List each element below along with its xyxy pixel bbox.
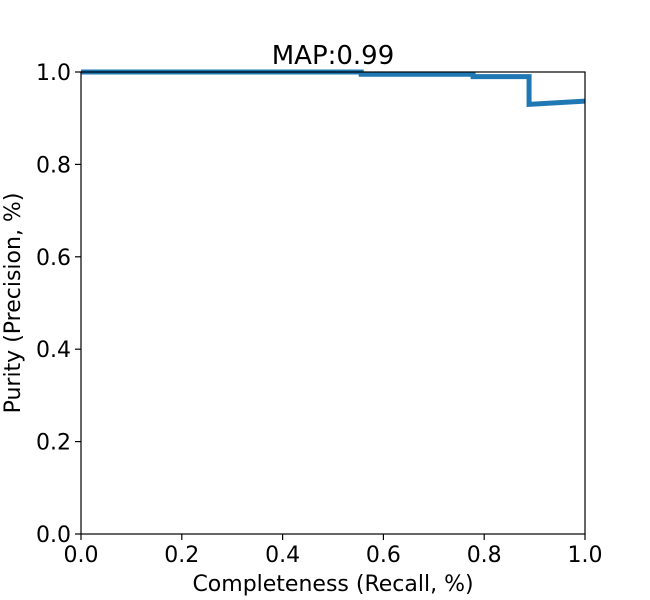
y-axis-ticks: 0.0 0.2 0.4 0.6 0.8 1.0 (36, 61, 81, 548)
series-group (81, 69, 585, 107)
x-tick-label: 0.0 (64, 543, 99, 568)
x-axis-label: Completeness (Recall, %) (192, 572, 473, 597)
chart-title: MAP:0.99 (272, 41, 395, 71)
x-tick-label: 0.8 (467, 543, 502, 568)
x-tick-label: 0.2 (164, 543, 199, 568)
plot-area (80, 69, 586, 535)
y-tick-label: 0.8 (36, 153, 71, 178)
y-tick-label: 0.0 (36, 523, 71, 548)
plot-frame (80, 71, 586, 535)
x-tick-label: 0.4 (265, 543, 300, 568)
x-axis-ticks: 0.0 0.2 0.4 0.6 0.8 1.0 (64, 534, 603, 568)
y-tick-label: 0.2 (36, 431, 71, 456)
pr-curve-line-0 (81, 69, 585, 107)
y-tick-label: 1.0 (36, 61, 71, 86)
y-axis-label: Purity (Precision, %) (1, 193, 26, 414)
x-tick-label: 0.6 (366, 543, 401, 568)
y-tick-label: 0.6 (36, 246, 71, 271)
y-tick-label: 0.4 (36, 338, 71, 363)
x-tick-label: 1.0 (568, 543, 603, 568)
